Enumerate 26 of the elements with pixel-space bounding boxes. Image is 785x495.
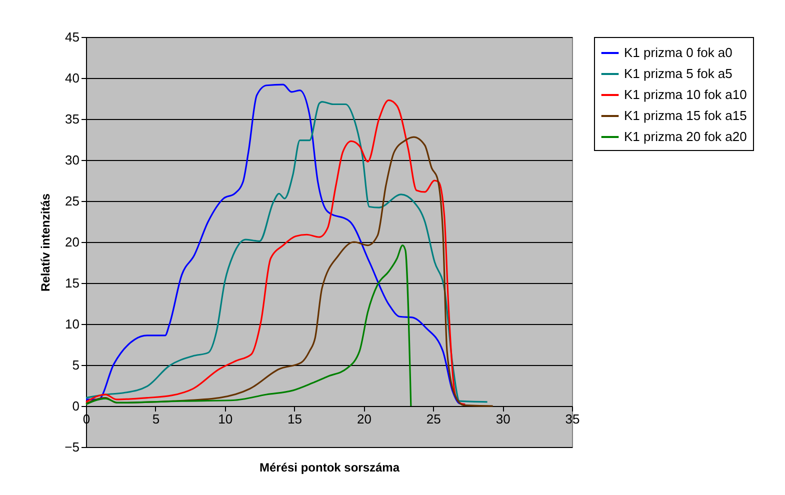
line-series: [85, 244, 412, 407]
y-tick-label: 45: [65, 30, 80, 44]
legend-label: K1 prizma 10 fok a10: [624, 87, 747, 102]
y-tick-label: 20: [65, 234, 80, 250]
y-tick-label: 10: [65, 316, 80, 332]
y-tick-label: 15: [65, 276, 80, 290]
x-tick-label: 5: [152, 412, 160, 426]
y-tick-label: 0: [72, 398, 80, 414]
x-tick-label: 15: [288, 412, 302, 426]
y-tick-label: 40: [65, 70, 80, 86]
legend-label: K1 prizma 20 fok a20: [624, 129, 747, 144]
y-axis-title: Relatív intenzitás: [38, 193, 53, 292]
legend-label: K1 prizma 15 fok a15: [624, 108, 747, 123]
x-tick-label: 20: [356, 412, 372, 426]
y-tick-label: 30: [65, 152, 80, 168]
y-tick-label: 5: [72, 358, 80, 372]
y-tick-label: 35: [65, 112, 80, 126]
y-tick-label: −5: [64, 440, 80, 454]
legend-label: K1 prizma 5 fok a5: [624, 66, 732, 81]
x-axis-title: Mérési pontok sorszáma: [259, 460, 400, 474]
x-tick-label: 25: [426, 412, 441, 426]
x-tick-label: 30: [496, 412, 510, 426]
x-tick-label: 35: [565, 412, 580, 426]
legend-label: K1 prizma 0 fok a0: [624, 45, 732, 60]
x-tick-label: 10: [218, 412, 233, 426]
y-tick-label: 25: [65, 194, 80, 208]
